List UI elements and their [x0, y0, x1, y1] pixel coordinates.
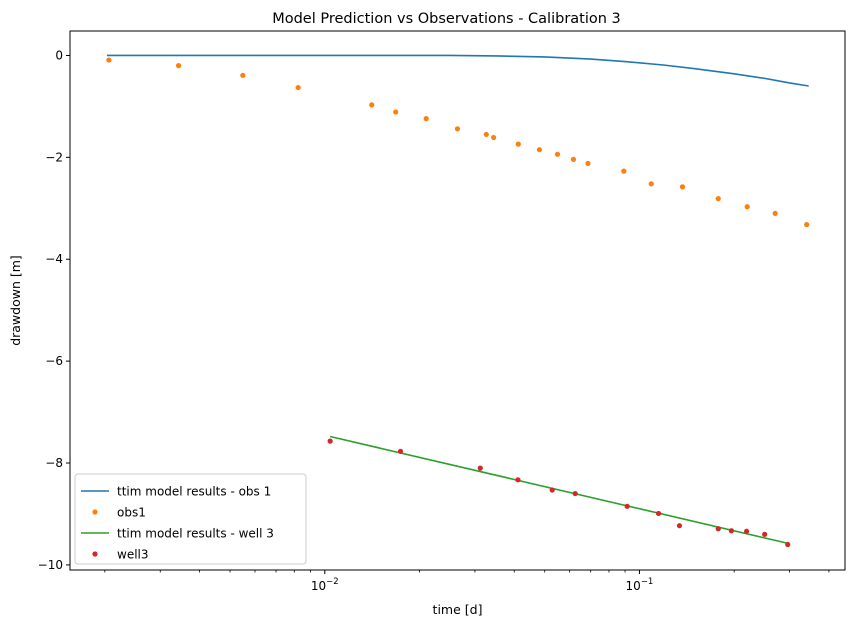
legend-label-ttim-model-results-obs-1: ttim model results - obs 1	[117, 485, 271, 499]
data-point-obs1	[621, 168, 627, 174]
legend-label-well3: well3	[117, 548, 149, 562]
data-point-obs1	[515, 141, 521, 147]
data-point-well3	[785, 541, 791, 548]
data-point-obs1	[369, 102, 375, 108]
data-point-obs1	[483, 131, 489, 138]
data-point-well3	[743, 528, 750, 534]
legend-items: ttim model results - obs 1 obs1 ttim model…	[81, 485, 274, 562]
data-point-obs1	[648, 181, 654, 187]
x-axis: 10−2 10−1	[104, 570, 830, 593]
y-tick-label: −10	[38, 558, 63, 572]
series-layer	[106, 54, 810, 548]
data-point-obs1	[423, 116, 429, 122]
data-point-obs1	[240, 72, 246, 78]
data-point-obs1	[454, 126, 461, 132]
plot-area	[69, 30, 846, 571]
data-point-obs1	[772, 210, 778, 216]
data-point-obs1	[491, 134, 497, 141]
legend-marker-obs1	[92, 509, 98, 515]
legend-label-ttim-model-results-well-3: ttim model results - well 3	[117, 527, 274, 541]
data-point-obs1	[804, 221, 810, 228]
data-point-obs1	[744, 204, 750, 210]
y-tick-label: −6	[45, 354, 63, 368]
legend: ttim model results - obs 1 obs1 ttim model…	[74, 473, 307, 565]
data-point-well3	[397, 448, 404, 454]
data-point-well3	[728, 528, 735, 534]
y-tick-label: −8	[45, 456, 63, 470]
data-point-well3	[715, 526, 721, 532]
y-axis: 0 −2 −4 −6 −8 −10	[38, 48, 70, 572]
plot-frame	[69, 30, 846, 571]
data-point-obs1	[570, 156, 577, 162]
y-axis-label: drawdown [m]	[8, 255, 23, 346]
data-point-obs1	[715, 196, 721, 202]
data-point-obs1	[679, 184, 686, 190]
data-point-well3	[762, 531, 768, 537]
data-point-obs1	[295, 84, 301, 91]
data-point-well3	[477, 465, 483, 471]
data-point-obs1	[393, 109, 399, 115]
series-line-ttim-model-results-obs-1	[106, 54, 809, 87]
data-point-obs1	[585, 160, 591, 167]
legend-marker-well3	[92, 551, 98, 557]
data-point-well3	[515, 477, 521, 483]
data-point-obs1	[536, 147, 543, 153]
data-point-well3	[655, 510, 662, 517]
data-point-well3	[572, 490, 578, 497]
y-tick-label: −4	[45, 252, 63, 266]
data-point-well3	[624, 503, 630, 509]
data-point-obs1	[106, 57, 112, 63]
y-tick-label: −2	[45, 150, 63, 164]
data-point-well3	[327, 438, 333, 444]
x-tick-label: 10−1	[626, 577, 654, 593]
series-line-ttim-model-results-well-3	[329, 435, 789, 545]
chart-title: Model Prediction vs Observations - Calib…	[272, 11, 621, 27]
data-point-obs1	[175, 63, 182, 69]
data-point-well3	[549, 487, 555, 493]
x-tick-label: 10−2	[311, 577, 339, 593]
x-axis-label: time [d]	[433, 602, 483, 617]
y-tick-label: 0	[55, 48, 63, 62]
data-point-well3	[676, 523, 683, 529]
legend-box	[74, 473, 307, 565]
data-point-obs1	[554, 151, 561, 157]
legend-label-obs1: obs1	[117, 506, 146, 520]
